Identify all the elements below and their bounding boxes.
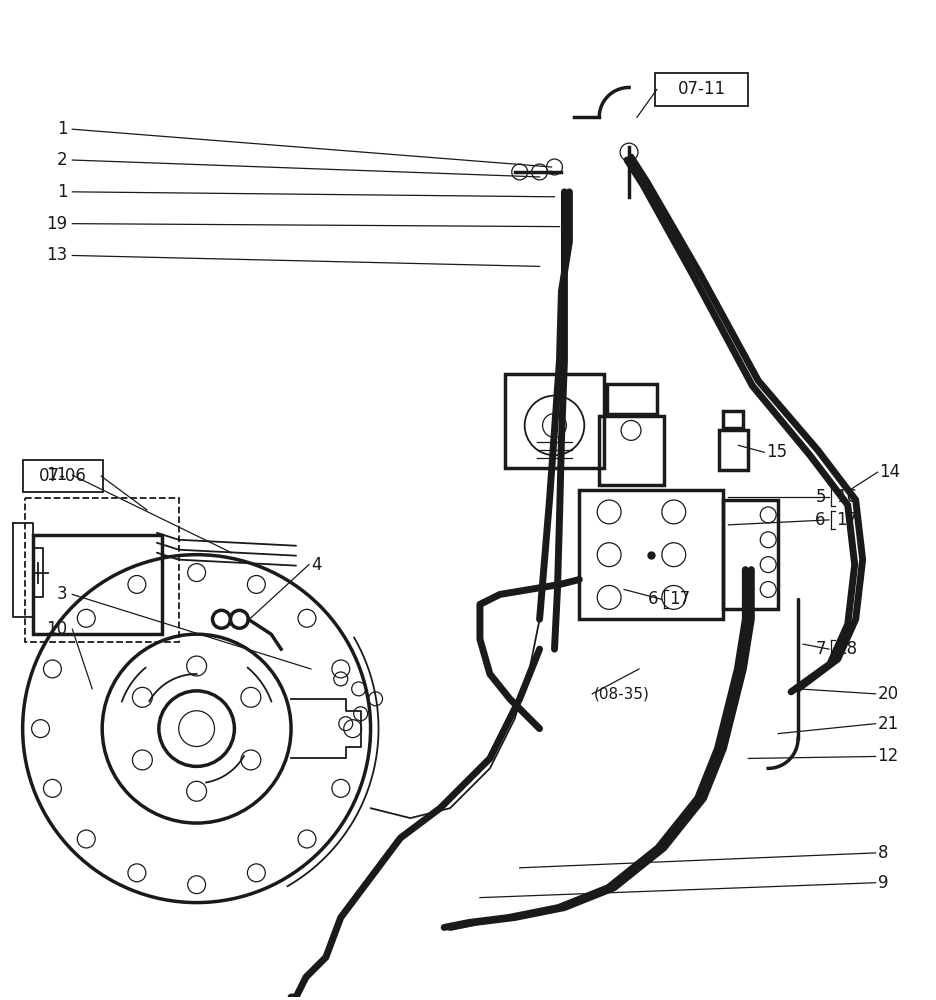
Bar [505,374,604,468]
Text: 6: 6 [649,590,659,608]
Text: 18: 18 [836,640,857,658]
Text: 13: 13 [46,246,67,264]
Bar [719,430,748,470]
Bar [579,490,724,619]
Text: 2: 2 [57,151,67,169]
Bar [607,384,657,414]
Text: 6: 6 [815,511,826,529]
Text: 17: 17 [836,511,857,529]
Text: 07-11: 07-11 [678,80,725,98]
Text: 3: 3 [57,585,67,603]
Text: 8: 8 [878,844,888,862]
Bar [33,535,162,634]
Bar [724,500,778,609]
Text: 10: 10 [46,620,67,638]
Text: 7: 7 [815,640,826,658]
Text: 12: 12 [878,747,899,765]
Text: 15: 15 [767,443,787,461]
Text: 1: 1 [57,183,67,201]
Bar [724,411,743,428]
Bar [24,498,179,642]
Text: 4: 4 [311,556,321,574]
Text: 16: 16 [836,488,857,506]
Text: 21: 21 [878,715,899,733]
Text: 07-06: 07-06 [38,467,86,485]
Text: 19: 19 [46,215,67,233]
FancyBboxPatch shape [655,73,748,106]
Text: 17: 17 [669,590,690,608]
Text: 14: 14 [880,463,900,481]
Text: (08-35): (08-35) [594,686,651,701]
Text: 9: 9 [878,874,888,892]
FancyBboxPatch shape [22,460,103,492]
Text: 5: 5 [815,488,826,506]
Text: 20: 20 [878,685,899,703]
Bar [599,416,664,485]
Text: 1: 1 [57,120,67,138]
Text: 11: 11 [46,466,67,484]
